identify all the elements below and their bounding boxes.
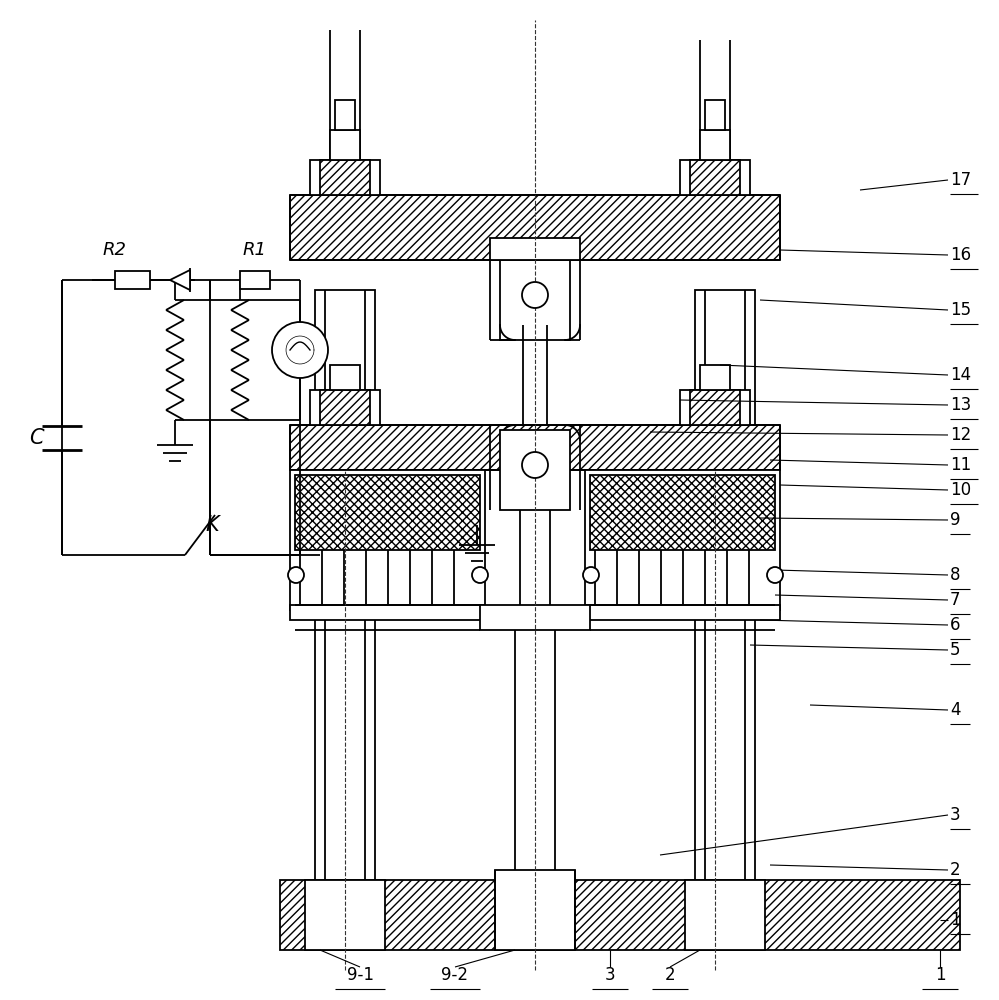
Circle shape <box>272 322 328 378</box>
Circle shape <box>288 567 304 583</box>
Text: 13: 13 <box>950 396 971 414</box>
Text: 3: 3 <box>950 806 961 824</box>
Bar <box>690 160 740 195</box>
Bar <box>315 290 375 880</box>
Bar <box>240 271 270 289</box>
Text: 17: 17 <box>950 171 971 189</box>
Bar <box>585 470 780 610</box>
Text: 10: 10 <box>950 481 971 499</box>
Text: 16: 16 <box>950 246 971 264</box>
Text: 1: 1 <box>935 966 945 984</box>
Text: 6: 6 <box>950 616 960 634</box>
Bar <box>700 130 730 160</box>
Text: 2: 2 <box>664 966 675 984</box>
Circle shape <box>472 567 488 583</box>
Bar <box>290 195 780 260</box>
Circle shape <box>583 567 599 583</box>
Bar <box>500 430 570 510</box>
Bar <box>680 390 750 425</box>
Bar <box>480 605 590 630</box>
Text: 5: 5 <box>950 641 960 659</box>
Bar <box>495 870 575 950</box>
Bar <box>500 260 570 340</box>
Bar <box>335 100 355 130</box>
Text: 7: 7 <box>950 591 960 609</box>
Text: 9-1: 9-1 <box>347 966 374 984</box>
Text: 8: 8 <box>950 566 960 584</box>
Text: 15: 15 <box>950 301 971 319</box>
Bar <box>690 390 740 425</box>
Text: C: C <box>29 428 44 448</box>
Bar <box>280 880 960 950</box>
Bar <box>490 238 580 260</box>
Bar <box>330 130 360 160</box>
Bar <box>290 425 780 470</box>
Bar <box>115 271 150 289</box>
Text: K: K <box>205 515 219 535</box>
Bar <box>320 390 370 425</box>
Text: 11: 11 <box>950 456 971 474</box>
Bar <box>320 160 370 195</box>
Bar <box>305 880 385 950</box>
Bar <box>295 475 480 550</box>
Bar <box>330 365 360 390</box>
Circle shape <box>767 567 783 583</box>
Text: 12: 12 <box>950 426 971 444</box>
Text: 1: 1 <box>950 911 961 929</box>
Bar <box>585 605 780 620</box>
Bar <box>695 290 755 880</box>
Bar <box>290 470 485 610</box>
Bar <box>310 390 380 425</box>
Bar <box>310 160 380 195</box>
Text: 14: 14 <box>950 366 971 384</box>
Text: 9-2: 9-2 <box>442 966 469 984</box>
Bar <box>680 160 750 195</box>
Text: 4: 4 <box>950 701 960 719</box>
Bar <box>590 475 775 550</box>
Bar <box>705 100 725 130</box>
Text: 9: 9 <box>950 511 960 529</box>
Bar <box>290 605 485 620</box>
Text: R2: R2 <box>103 241 127 259</box>
Text: 2: 2 <box>950 861 961 879</box>
Text: 3: 3 <box>604 966 615 984</box>
Circle shape <box>522 282 548 308</box>
Text: R1: R1 <box>243 241 267 259</box>
Bar <box>685 880 765 950</box>
Bar <box>700 365 730 390</box>
Polygon shape <box>170 270 190 290</box>
Circle shape <box>522 452 548 478</box>
